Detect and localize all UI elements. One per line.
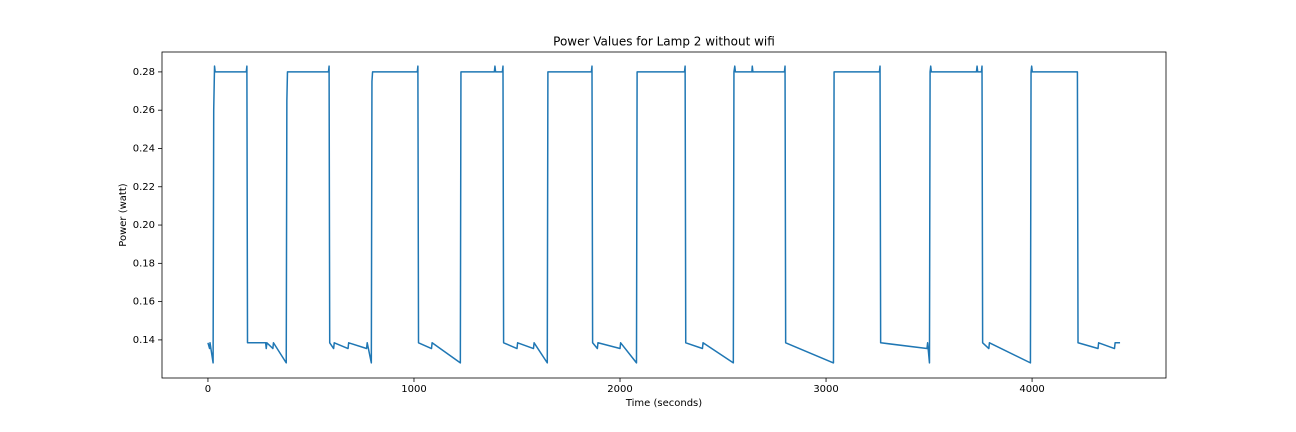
x-tick-label: 0 <box>205 384 211 395</box>
y-axis-label: Power (watt) <box>118 183 129 246</box>
y-tick-label: 0.20 <box>133 220 155 231</box>
y-tick-label: 0.14 <box>133 335 155 346</box>
y-tick-label: 0.26 <box>133 105 155 116</box>
y-tick-label: 0.24 <box>133 143 155 154</box>
y-tick-label: 0.16 <box>133 297 155 308</box>
y-tick-label: 0.18 <box>133 258 155 269</box>
y-tick-label: 0.22 <box>133 182 155 193</box>
x-tick-label: 1000 <box>401 384 426 395</box>
plot-frame <box>161 51 1167 379</box>
chart-title: Power Values for Lamp 2 without wifi <box>553 35 775 49</box>
x-axis-label: Time (seconds) <box>625 398 702 409</box>
x-tick-label: 4000 <box>1019 384 1044 395</box>
x-tick-label: 3000 <box>813 384 838 395</box>
y-tick-label: 0.28 <box>133 67 155 78</box>
x-tick-label: 2000 <box>607 384 632 395</box>
data-line <box>207 65 1121 364</box>
